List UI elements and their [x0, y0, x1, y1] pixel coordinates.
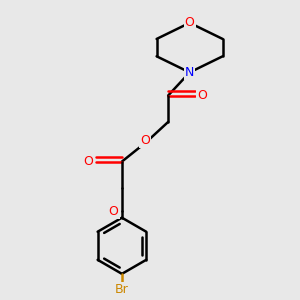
Text: O: O [83, 155, 93, 168]
Text: O: O [185, 16, 195, 29]
Text: O: O [140, 134, 150, 147]
Text: N: N [185, 66, 194, 79]
Text: O: O [109, 205, 118, 218]
Text: O: O [197, 89, 207, 102]
Text: Br: Br [115, 283, 129, 296]
